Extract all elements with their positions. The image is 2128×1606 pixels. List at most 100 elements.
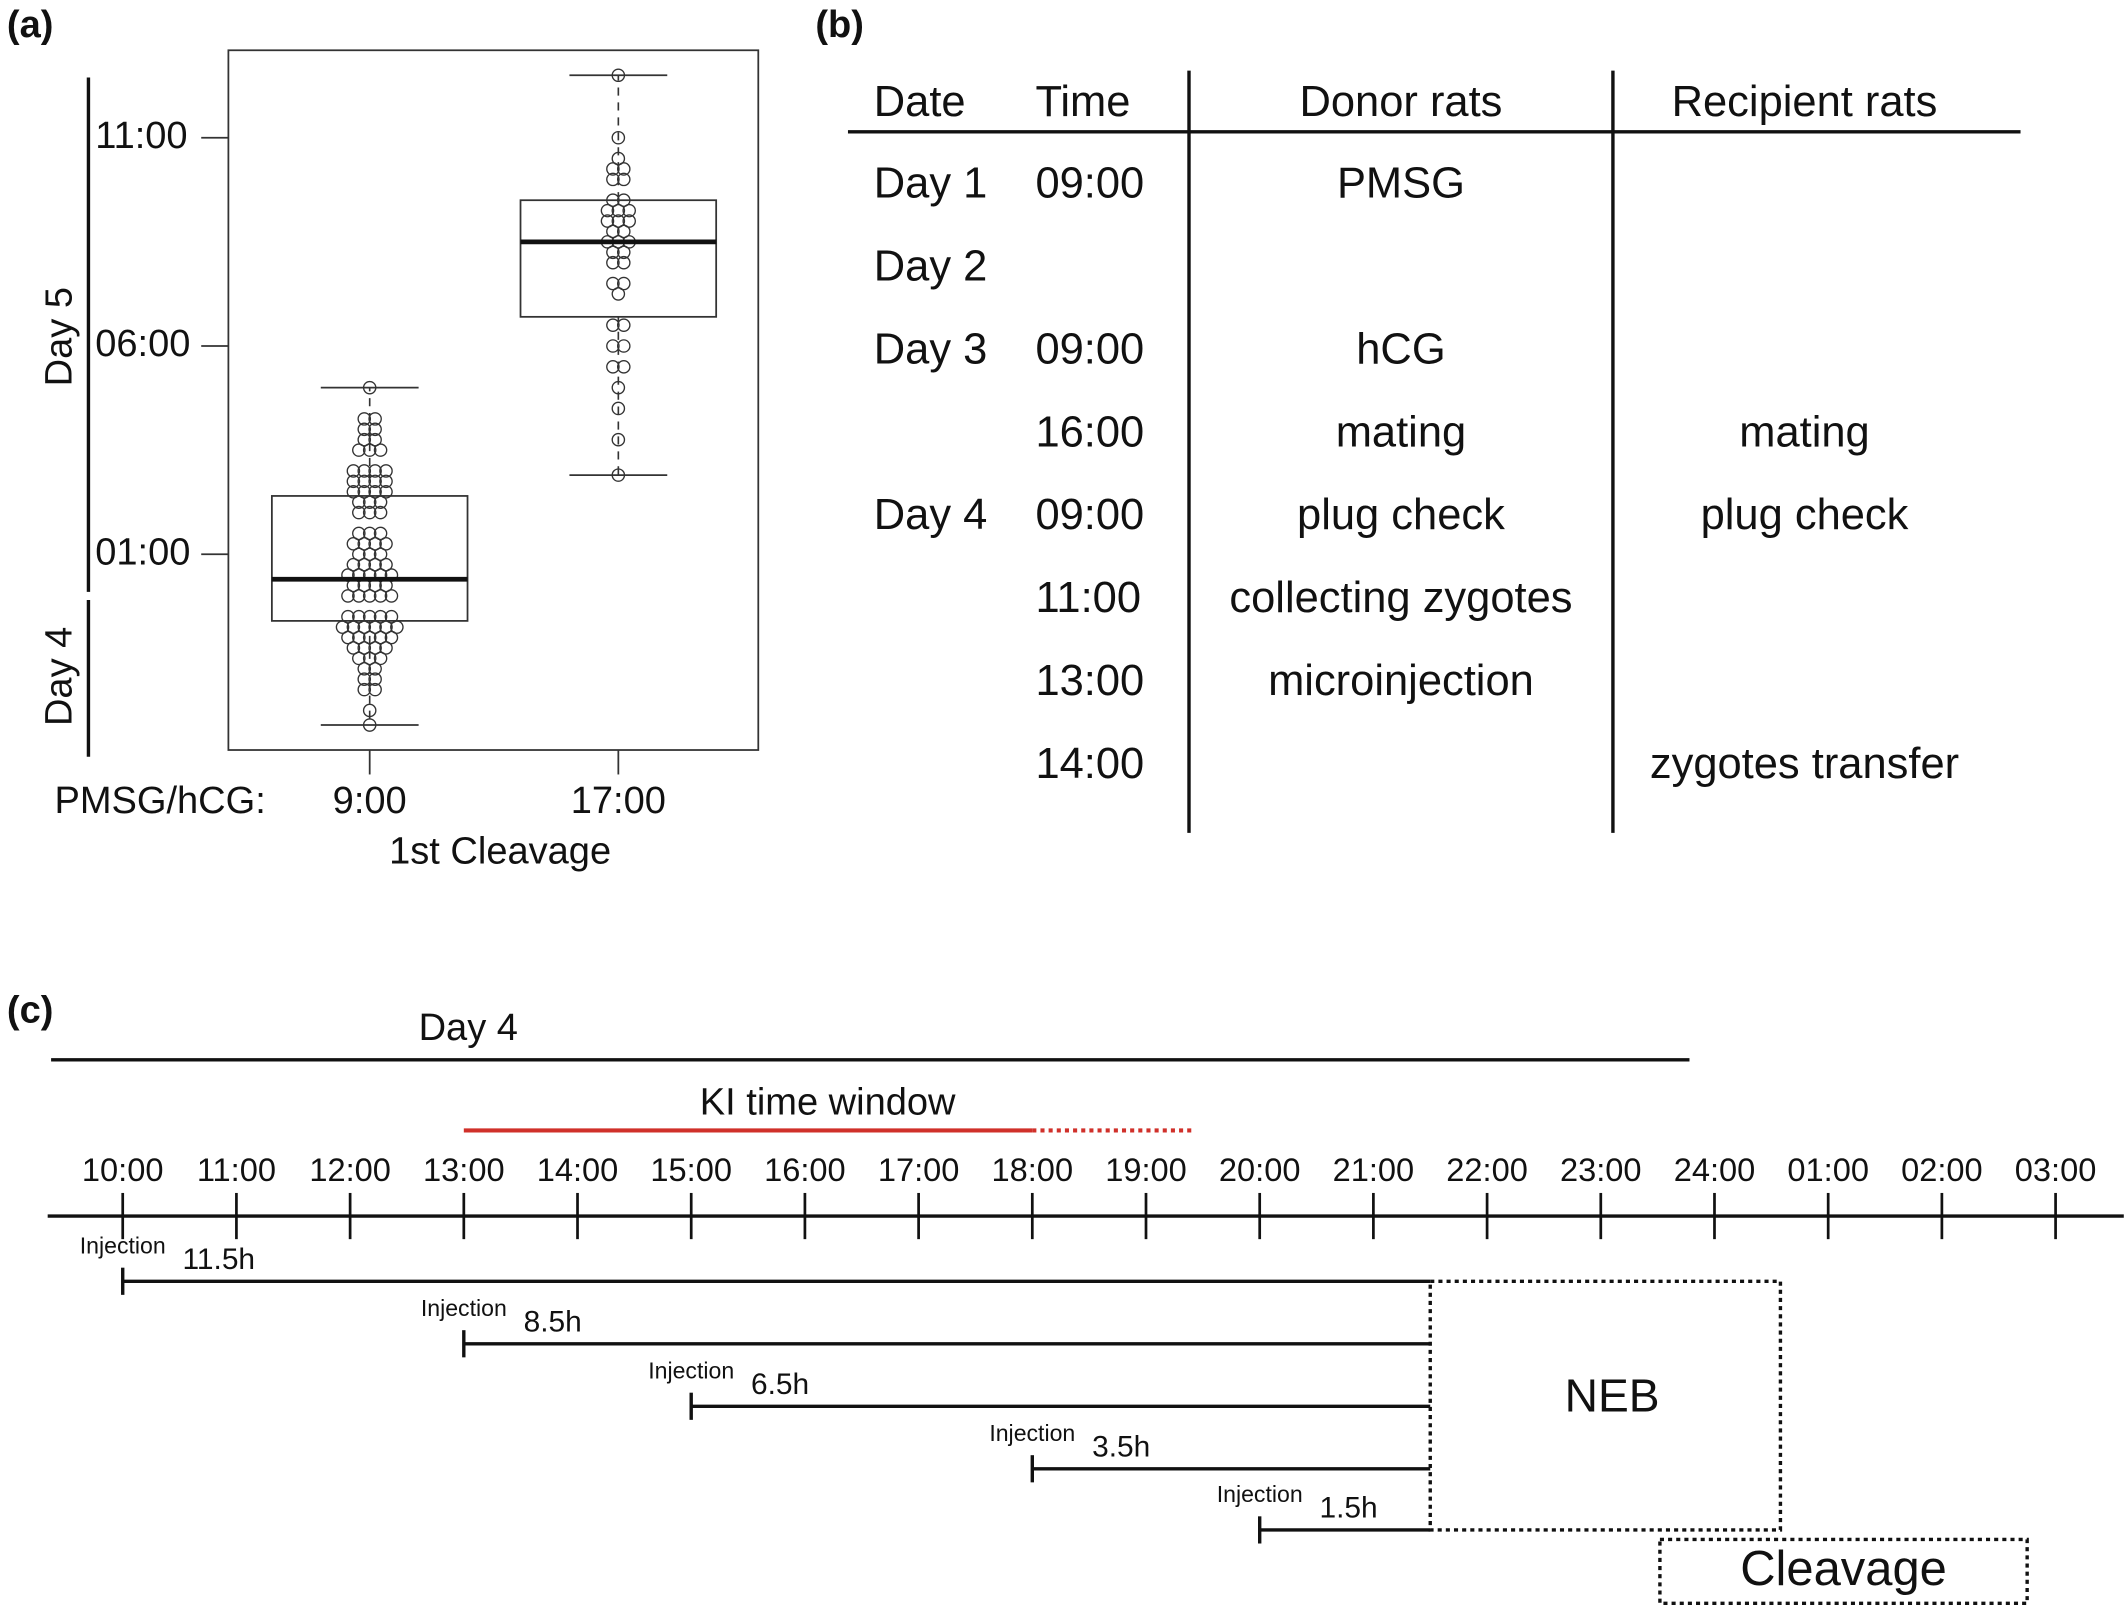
data-point: [357, 641, 372, 655]
duration-label: 1.5h: [1319, 1491, 1377, 1524]
x-tick-label: 9:00: [333, 780, 407, 822]
data-point: [368, 474, 382, 489]
data-point: [606, 172, 620, 187]
table-header: Recipient rats: [1672, 78, 1938, 126]
duration-label: 8.5h: [524, 1305, 582, 1338]
x-axis-label: 1st Cleavage: [389, 830, 611, 872]
table-cell: Day 3: [874, 325, 988, 373]
panel-label: (a): [7, 4, 53, 46]
table-cell: Day 1: [874, 160, 988, 208]
data-point: [341, 589, 355, 603]
data-point: [357, 672, 372, 686]
day-label: Day 4: [38, 627, 80, 726]
injection-label: Injection: [1217, 1481, 1303, 1507]
data-point: [616, 360, 631, 374]
table-cell: PMSG: [1337, 160, 1465, 208]
data-point: [611, 380, 626, 395]
data-point: [362, 380, 377, 395]
data-point: [606, 193, 620, 208]
data-point: [616, 276, 631, 291]
injection-label: Injection: [421, 1295, 507, 1321]
data-point: [373, 505, 388, 520]
day-label: Day 4: [419, 1007, 518, 1049]
neb-label: NEB: [1565, 1370, 1660, 1422]
data-point: [373, 443, 388, 457]
x-tick-label: 18:00: [992, 1151, 1074, 1188]
data-point: [357, 422, 372, 437]
table-header: Donor rats: [1299, 78, 1502, 126]
data-point: [373, 589, 388, 603]
box: [519, 199, 718, 318]
data-point: [346, 537, 361, 551]
table-cell: Day 4: [874, 491, 988, 539]
data-point: [362, 703, 377, 718]
data-point: [357, 464, 372, 478]
data-point: [611, 432, 626, 447]
plot-frame: [227, 49, 760, 751]
data-point: [622, 214, 637, 228]
table-cell: mating: [1739, 408, 1869, 456]
cleavage-label: Cleavage: [1740, 1542, 1947, 1596]
data-point: [368, 641, 382, 655]
data-point: [368, 661, 382, 676]
data-point: [357, 557, 372, 572]
data-point: [379, 484, 393, 499]
table-header: Time: [1035, 78, 1130, 126]
table-cell: 11:00: [1035, 574, 1141, 622]
data-point: [384, 589, 399, 603]
data-point: [373, 609, 388, 624]
data-point: [384, 630, 399, 645]
data-point: [335, 620, 350, 634]
table-cell: hCG: [1356, 325, 1445, 373]
table-cell: 16:00: [1035, 408, 1144, 456]
x-tick-label: 10:00: [82, 1151, 164, 1188]
x-tick-label: 24:00: [1674, 1151, 1756, 1188]
data-point: [368, 422, 382, 437]
data-point: [616, 172, 631, 187]
data-point: [611, 203, 626, 218]
data-point: [352, 495, 366, 509]
table-cell: Day 2: [874, 243, 988, 291]
day-label: Day 5: [38, 287, 80, 386]
duration-label: 6.5h: [751, 1368, 809, 1401]
data-point: [611, 287, 626, 301]
x-tick-label: 01:00: [1787, 1151, 1869, 1188]
neb-box: [1428, 1279, 1783, 1532]
data-point: [606, 318, 620, 332]
data-point: [346, 464, 361, 478]
data-point: [616, 245, 631, 260]
y-tick-label: 11:00: [95, 115, 187, 157]
data-point: [362, 495, 377, 509]
data-point: [368, 432, 382, 447]
data-point: [379, 464, 393, 478]
data-point: [362, 443, 377, 457]
data-point: [352, 547, 366, 562]
data-point: [373, 526, 388, 541]
data-point: [600, 214, 615, 228]
data-point: [606, 276, 620, 291]
data-point: [362, 609, 377, 624]
data-point: [606, 339, 620, 353]
data-point: [616, 193, 631, 208]
x-prefix-label: PMSG/hCG:: [54, 780, 265, 822]
injection-label: Injection: [648, 1357, 734, 1383]
data-point: [346, 641, 361, 655]
injection-label: Injection: [80, 1232, 166, 1258]
data-point: [611, 401, 626, 416]
table-header: Date: [874, 78, 966, 126]
data-point: [379, 537, 393, 551]
x-tick-label: 03:00: [2015, 1151, 2097, 1188]
data-point: [606, 360, 620, 374]
data-point: [362, 547, 377, 562]
data-point: [357, 412, 372, 426]
data-point: [368, 537, 382, 551]
data-point: [357, 537, 372, 551]
table-cell: 13:00: [1035, 657, 1144, 705]
table-cell: 09:00: [1035, 160, 1144, 208]
table-cell: mating: [1336, 408, 1466, 456]
data-point: [379, 474, 393, 489]
data-point: [357, 620, 372, 634]
table-cell: 14:00: [1035, 740, 1144, 788]
